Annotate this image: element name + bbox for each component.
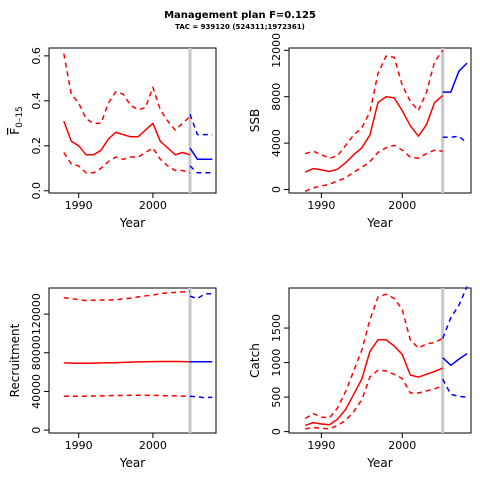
fbar-historic-upper-ci-line — [63, 53, 191, 131]
recruitment-historic-lower-ci-line — [63, 394, 191, 398]
catch-x-tick-label: 1990 — [307, 439, 335, 452]
ssb-projection-lower-ci-line — [442, 135, 468, 144]
recruitment-plot-frame — [48, 287, 217, 434]
catch-y-tick-label: 1500 — [270, 314, 283, 342]
fbar-plot-frame — [48, 47, 217, 194]
fbar-historic-median-line — [63, 120, 191, 156]
catch-x-axis-label: Year — [366, 456, 392, 470]
ssb-plot-frame — [288, 47, 472, 194]
fbar-y-tick-label: 0.6 — [30, 47, 43, 65]
catch-y-tick-label: 500 — [270, 387, 283, 408]
recruitment-x-tick-label: 1990 — [65, 439, 93, 452]
fbar-x-axis-label: Year — [119, 216, 145, 230]
catch-y-axis-label: Catch — [248, 343, 262, 378]
fbar-projection-lower-ci-line — [189, 165, 213, 174]
catch-historic-median-line — [304, 339, 443, 427]
fbar-y-axis-label: F0–15 — [8, 106, 25, 135]
ssb-x-tick-label: 2000 — [388, 199, 416, 212]
fbar-x-tick-label: 2000 — [139, 199, 167, 212]
recruitment-historic-median-line — [63, 360, 191, 365]
recruitment-x-tick-label: 2000 — [139, 439, 167, 452]
ssb-y-tick-label: 4000 — [270, 129, 283, 157]
ssb-historic-lower-ci-line — [304, 144, 443, 192]
ssb-y-axis-label: SSB — [248, 109, 262, 132]
ssb-x-axis-label: Year — [366, 216, 392, 230]
chart-title: Management plan F=0.125 — [164, 10, 316, 21]
recruitment-y-tick-label: 0 — [30, 427, 43, 434]
recruitment-projection-lower-ci-line — [189, 395, 213, 399]
fbar-y-tick-label: 0.2 — [30, 137, 43, 155]
catch-plot-frame — [288, 287, 472, 434]
recruitment-y-axis-label: Recruitment — [8, 323, 22, 397]
fbar-y-tick-label: 0.4 — [30, 92, 43, 110]
catch-y-tick-label: 1000 — [270, 349, 283, 377]
ssb-y-tick-label: 12000 — [270, 33, 283, 68]
recruitment-historic-upper-ci-line — [63, 290, 191, 302]
recruitment-x-axis-label: Year — [119, 456, 145, 470]
ssb-historic-upper-ci-line — [304, 49, 444, 159]
ssb-x-tick-label: 1990 — [307, 199, 335, 212]
ssb-historic-median-line — [304, 95, 444, 173]
ssb-y-tick-label: 0 — [270, 186, 283, 193]
chart-subtitle: TAC = 939120 (524311;1972361) — [175, 23, 305, 31]
age-range-subscript: 0–15 — [15, 106, 25, 128]
catch-projection-median-line — [442, 352, 468, 367]
catch-projection-lower-ci-line — [442, 378, 468, 398]
recruitment-y-tick-label: 40000 — [30, 374, 43, 409]
fbar-symbol: F — [8, 128, 22, 135]
catch-historic-upper-ci-line — [304, 293, 444, 420]
recruitment-y-tick-label: 80000 — [30, 335, 43, 370]
ssb-y-tick-label: 8000 — [270, 83, 283, 111]
fbar-y-tick-label: 0.0 — [30, 182, 43, 200]
ssb-projection-median-line — [442, 62, 468, 93]
catch-x-tick-label: 2000 — [388, 439, 416, 452]
fbar-projection-upper-ci-line — [189, 114, 213, 136]
fbar-x-tick-label: 1990 — [65, 199, 93, 212]
recruitment-projection-upper-ci-line — [189, 293, 213, 300]
fbar-historic-lower-ci-line — [63, 147, 191, 174]
catch-historic-lower-ci-line — [305, 369, 443, 430]
catch-projection-upper-ci-line — [442, 286, 468, 339]
fbar-projection-median-line — [189, 147, 213, 161]
catch-y-tick-label: 0 — [270, 428, 283, 435]
recruitment-y-tick-label: 120000 — [30, 293, 43, 335]
